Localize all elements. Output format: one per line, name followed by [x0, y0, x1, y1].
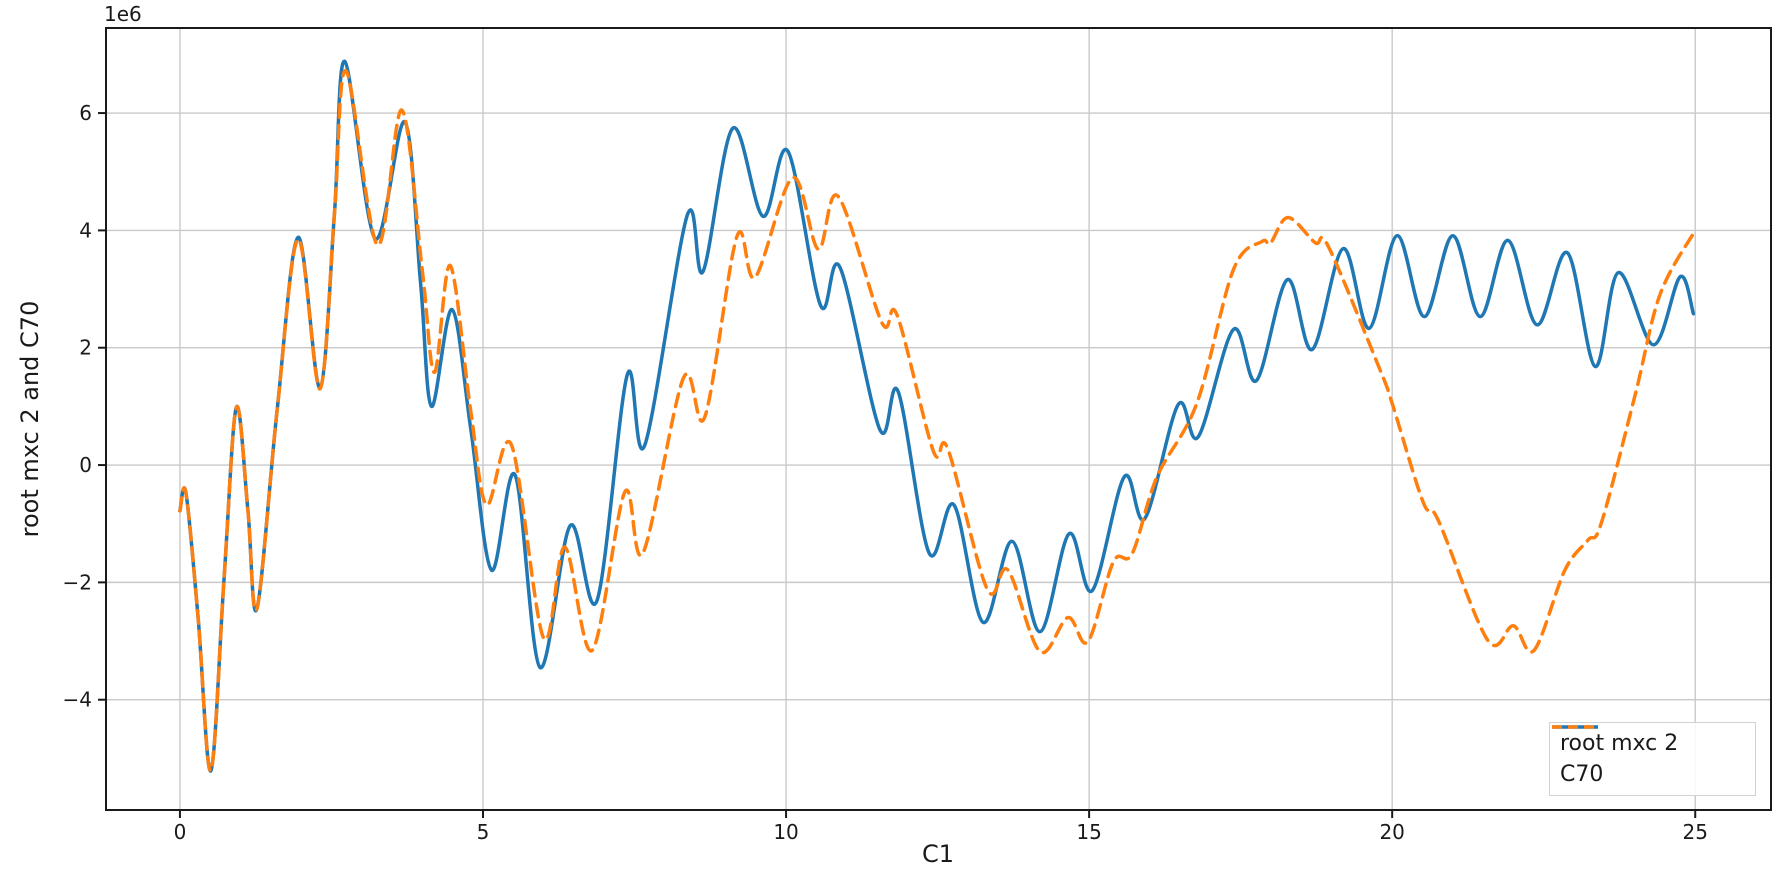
y-axis-label: root mxc 2 and C70 [16, 300, 44, 538]
y-tick-label: 4 [79, 218, 92, 242]
x-tick-label: 25 [1683, 820, 1708, 844]
legend-entry-root-mxc-2: root mxc 2 [1552, 725, 1745, 756]
legend: root mxc 2 C70 [1549, 722, 1756, 796]
y-tick-label: −4 [63, 688, 92, 712]
x-axis-label: C1 [921, 840, 955, 868]
plot-border [105, 27, 1772, 811]
y-axis-offset-label: 1e6 [104, 2, 142, 26]
legend-label: root mxc 2 [1560, 730, 1679, 756]
x-tick-label: 20 [1379, 820, 1404, 844]
x-tick-label: 0 [174, 820, 187, 844]
x-tick-label: 5 [477, 820, 490, 844]
series-line-root-mxc-2 [178, 59, 1696, 773]
y-tick-label: 2 [79, 336, 92, 360]
series-line-c70 [178, 69, 1697, 773]
x-tick-label: 10 [773, 820, 798, 844]
y-tick-label: 6 [79, 101, 92, 125]
legend-label: C70 [1560, 761, 1604, 787]
y-tick-label: 0 [79, 453, 92, 477]
y-tick-label: −2 [63, 570, 92, 594]
legend-entry-c70: C70 [1552, 725, 1745, 787]
x-tick-label: 15 [1076, 820, 1101, 844]
legend-line-sample [1552, 725, 1598, 729]
